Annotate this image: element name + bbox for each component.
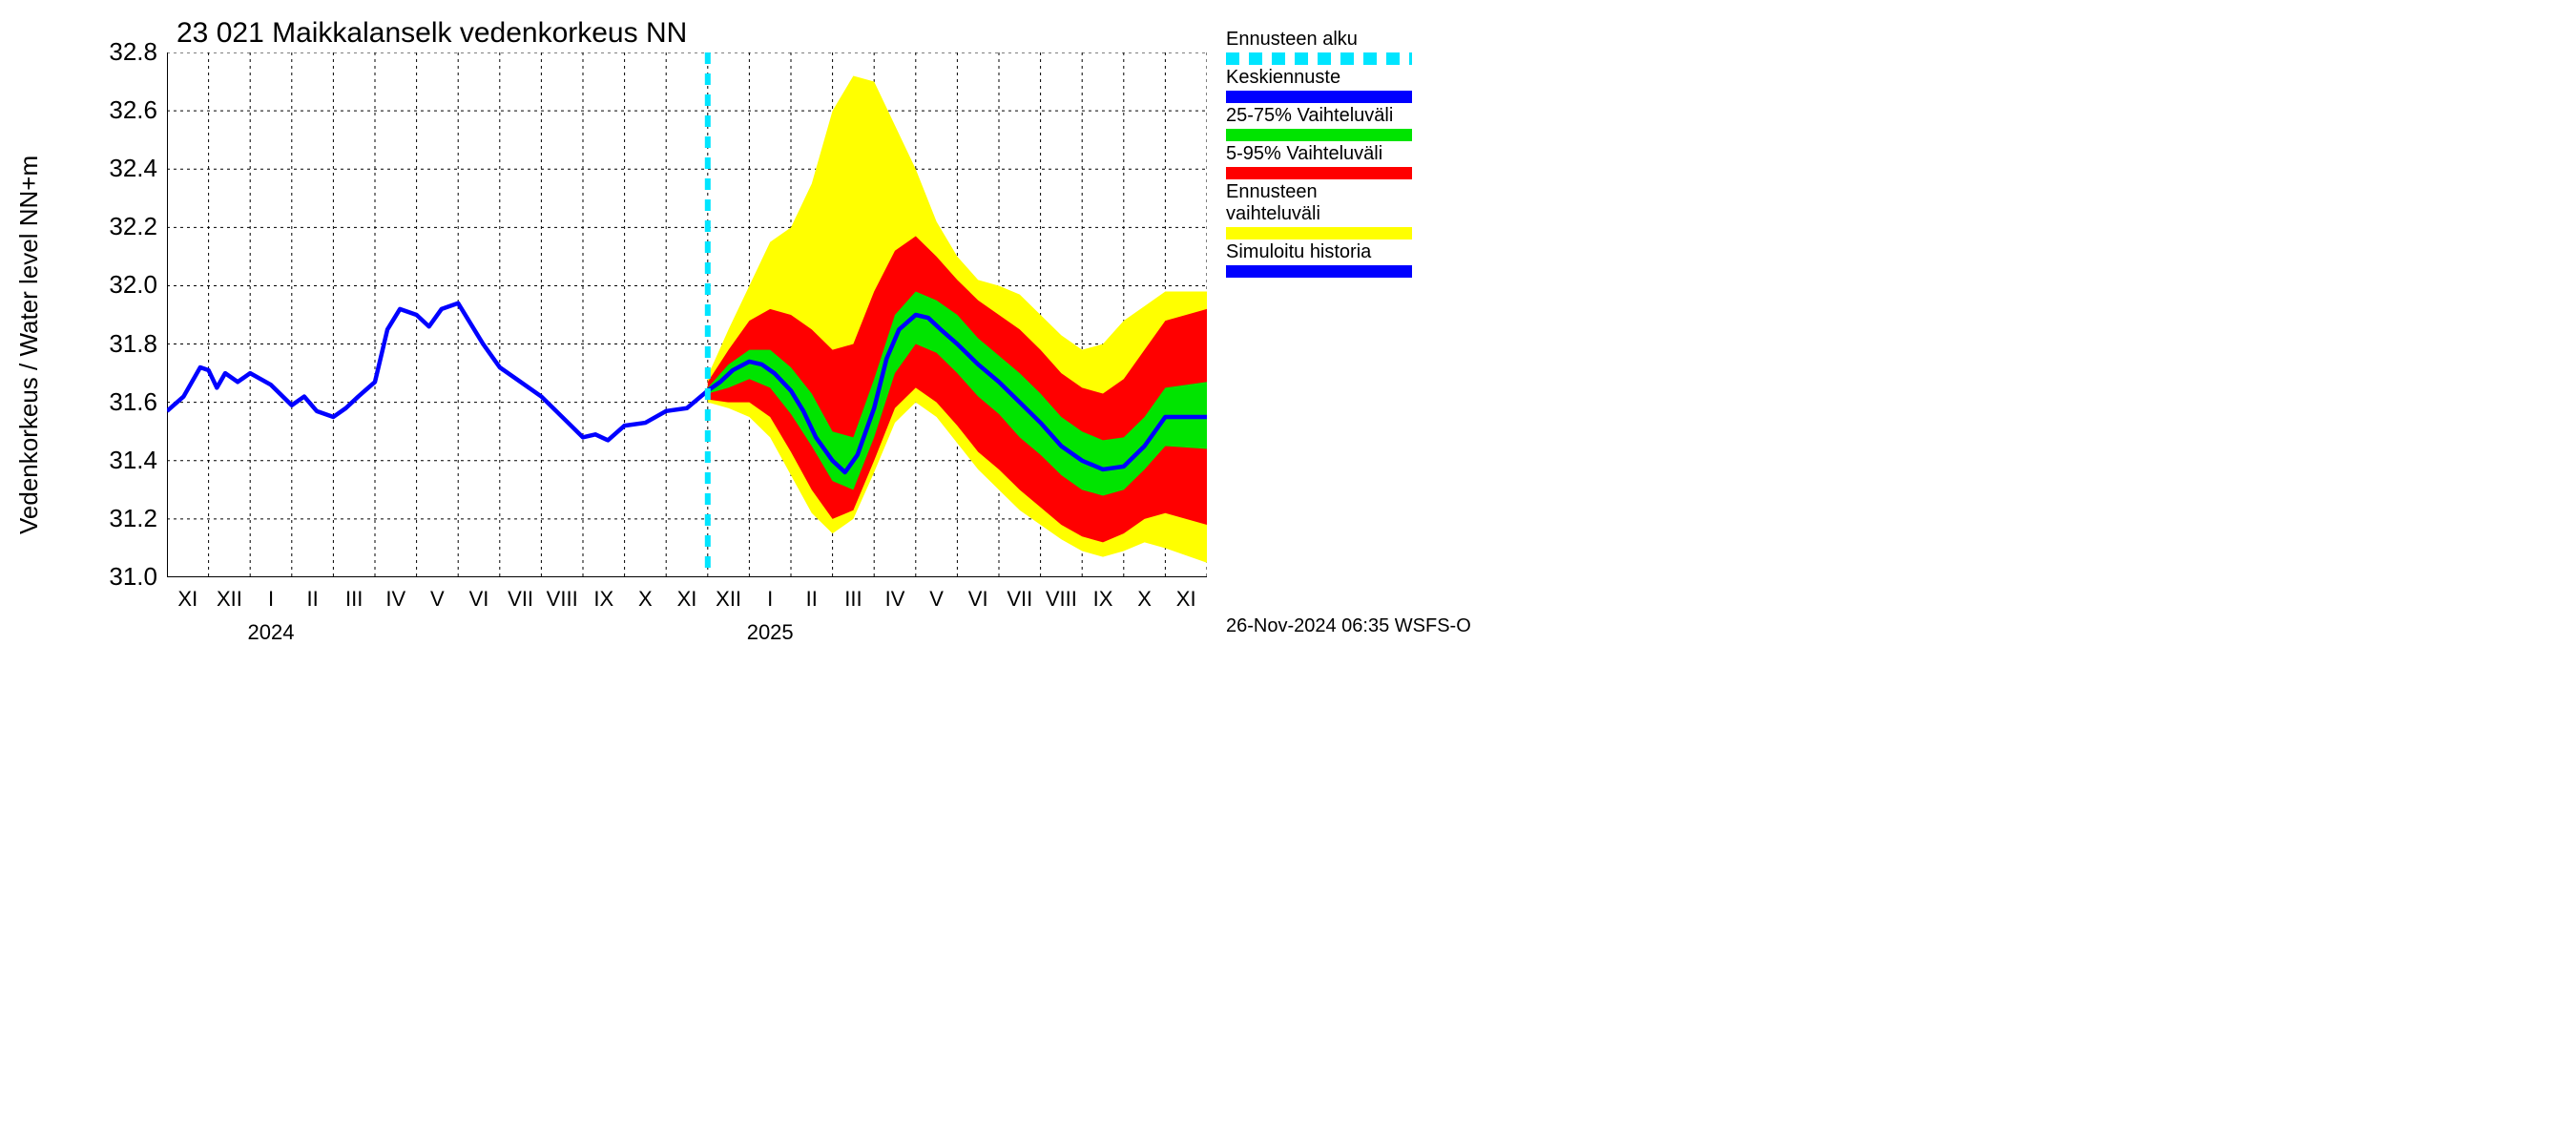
y-tick-label: 31.6 xyxy=(109,387,157,417)
x-tick-label: VII xyxy=(1007,587,1032,612)
x-year-label: 2024 xyxy=(248,620,295,645)
y-tick-label: 31.4 xyxy=(109,446,157,475)
legend-label: Simuloitu historia xyxy=(1226,241,1417,263)
x-tick-label: IX xyxy=(593,587,613,612)
x-tick-label: X xyxy=(1137,587,1152,612)
x-tick-label: VII xyxy=(508,587,533,612)
x-tick-label: II xyxy=(306,587,318,612)
legend-item: 5-95% Vaihteluväli xyxy=(1226,143,1417,179)
y-tick-label: 32.2 xyxy=(109,212,157,241)
x-tick-label: X xyxy=(638,587,653,612)
x-tick-label: XI xyxy=(177,587,197,612)
x-tick-label: V xyxy=(929,587,944,612)
x-tick-label: I xyxy=(268,587,274,612)
x-tick-label: XII xyxy=(716,587,741,612)
y-axis-label: Vedenkorkeus / Water level NN+m xyxy=(14,156,44,534)
legend-swatch xyxy=(1226,91,1412,103)
y-tick-label: 31.8 xyxy=(109,329,157,359)
legend-swatch xyxy=(1226,167,1412,179)
legend-swatch xyxy=(1226,265,1412,278)
x-tick-label: VIII xyxy=(1046,587,1077,612)
x-tick-label: IV xyxy=(385,587,405,612)
y-tick-label: 32.8 xyxy=(109,37,157,67)
legend-item: Simuloitu historia xyxy=(1226,241,1417,278)
legend-item: Ennusteen alku xyxy=(1226,29,1417,65)
x-tick-label: II xyxy=(806,587,818,612)
legend-item: 25-75% Vaihteluväli xyxy=(1226,105,1417,141)
x-tick-label: XI xyxy=(677,587,697,612)
chart-container: 23 021 Maikkalanselk vedenkorkeus NN Ved… xyxy=(0,0,2576,1145)
legend-label: Ennusteen alku xyxy=(1226,29,1417,51)
y-tick-label: 31.0 xyxy=(109,562,157,592)
legend-label: 25-75% Vaihteluväli xyxy=(1226,105,1417,127)
chart-plot xyxy=(167,52,1207,577)
legend-label: Keskiennuste xyxy=(1226,67,1417,89)
x-year-label: 2025 xyxy=(747,620,794,645)
x-tick-label: I xyxy=(767,587,773,612)
legend-swatch xyxy=(1226,52,1412,65)
chart-title: 23 021 Maikkalanselk vedenkorkeus NN xyxy=(177,17,687,50)
legend-label: 5-95% Vaihteluväli xyxy=(1226,143,1417,165)
x-tick-label: VIII xyxy=(547,587,578,612)
y-tick-label: 32.6 xyxy=(109,95,157,125)
x-tick-label: III xyxy=(844,587,862,612)
legend-swatch xyxy=(1226,227,1412,239)
y-tick-label: 32.4 xyxy=(109,154,157,183)
x-tick-label: IX xyxy=(1093,587,1113,612)
y-tick-label: 32.0 xyxy=(109,270,157,300)
legend-label: Ennusteen vaihteluväli xyxy=(1226,181,1417,225)
x-tick-label: IV xyxy=(885,587,905,612)
legend-swatch xyxy=(1226,129,1412,141)
y-tick-label: 31.2 xyxy=(109,504,157,533)
x-tick-label: XI xyxy=(1176,587,1196,612)
legend-item: Keskiennuste xyxy=(1226,67,1417,103)
x-tick-label: V xyxy=(430,587,445,612)
legend-item: Ennusteen vaihteluväli xyxy=(1226,181,1417,239)
x-tick-label: XII xyxy=(217,587,242,612)
footer-timestamp: 26-Nov-2024 06:35 WSFS-O xyxy=(1226,615,1471,637)
x-tick-label: VI xyxy=(968,587,988,612)
x-tick-label: VI xyxy=(469,587,489,612)
legend: Ennusteen alku Keskiennuste 25-75% Vaihtel… xyxy=(1226,29,1417,280)
x-tick-label: III xyxy=(345,587,363,612)
